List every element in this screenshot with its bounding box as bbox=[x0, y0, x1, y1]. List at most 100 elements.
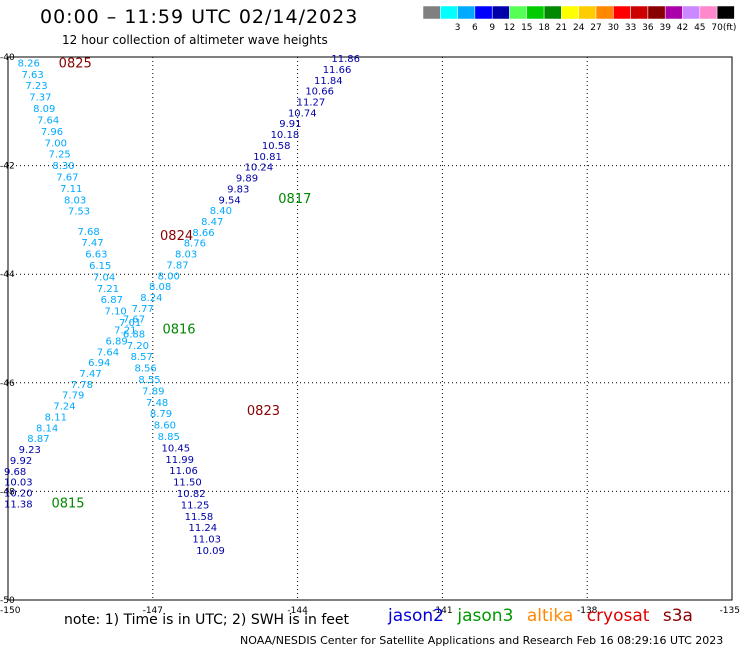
color-scale-label: 30 bbox=[608, 23, 620, 33]
color-scale-label: 18 bbox=[538, 23, 550, 33]
wave-height-label: 11.99 bbox=[165, 455, 194, 466]
y-tick-label: -40 bbox=[0, 53, 15, 63]
wave-height-label: 8.55 bbox=[138, 375, 160, 386]
time-label: 0823 bbox=[247, 404, 280, 419]
color-scale-swatch bbox=[613, 5, 631, 20]
wave-height-label: 9.83 bbox=[227, 184, 249, 195]
x-tick-label: -138 bbox=[577, 606, 598, 616]
wave-height-label: 7.21 bbox=[97, 284, 119, 295]
wave-height-label: 8.11 bbox=[45, 412, 67, 423]
wave-height-label: 7.87 bbox=[166, 260, 188, 271]
wave-height-label: 7.47 bbox=[81, 238, 103, 249]
wave-height-label: 10.45 bbox=[161, 443, 190, 454]
wave-height-label: 10.20 bbox=[4, 488, 33, 499]
wave-height-label: 7.20 bbox=[127, 341, 149, 352]
color-scale-label: 70 bbox=[711, 23, 723, 33]
wave-height-label: 11.38 bbox=[4, 499, 33, 510]
wave-height-label: 8.47 bbox=[201, 217, 223, 228]
color-scale-label: 27 bbox=[590, 23, 601, 33]
x-tick-label: -147 bbox=[143, 606, 163, 616]
color-scale-swatch bbox=[578, 5, 597, 20]
wave-height-label: 7.25 bbox=[49, 150, 71, 161]
wave-height-label: 8.09 bbox=[33, 104, 55, 115]
color-scale-label: 33 bbox=[625, 23, 636, 33]
wave-height-label: 9.89 bbox=[236, 174, 258, 185]
page-title: 00:00 – 11:59 UTC 02/14/2023 bbox=[40, 6, 359, 28]
wave-height-label: 7.23 bbox=[25, 81, 47, 92]
wave-height-label: 8.79 bbox=[150, 409, 172, 420]
wave-height-label: 7.48 bbox=[146, 398, 168, 409]
time-label: 0817 bbox=[278, 192, 311, 207]
wave-height-label: 6.94 bbox=[88, 358, 110, 369]
wave-height-label: 7.78 bbox=[71, 380, 93, 391]
color-scale-swatch bbox=[716, 5, 735, 20]
wave-height-label: 10.24 bbox=[245, 163, 274, 174]
color-scale-swatch bbox=[543, 5, 562, 20]
wave-height-label: 7.37 bbox=[29, 93, 51, 104]
wave-height-label: 11.24 bbox=[189, 523, 218, 534]
wave-height-label: 10.82 bbox=[177, 489, 206, 500]
color-scale-units: (ft) bbox=[723, 23, 737, 33]
color-scale-swatch bbox=[630, 5, 649, 20]
wave-height-label: 8.24 bbox=[140, 293, 162, 304]
wave-height-label: 11.58 bbox=[185, 512, 214, 523]
color-scale-swatch bbox=[647, 5, 666, 20]
wave-height-label: 7.64 bbox=[97, 347, 119, 358]
color-scale-swatch bbox=[474, 5, 493, 20]
wave-height-label: 6.87 bbox=[101, 295, 123, 306]
wave-height-label: 7.47 bbox=[79, 369, 101, 380]
color-scale-label: 42 bbox=[677, 23, 688, 33]
wave-height-label: 7.68 bbox=[78, 227, 100, 238]
wave-height-label: 7.77 bbox=[132, 304, 154, 315]
wave-height-label: 9.54 bbox=[218, 195, 240, 206]
time-label: 0816 bbox=[162, 323, 195, 338]
color-scale-swatch bbox=[699, 5, 718, 20]
wave-height-label: 7.21 bbox=[114, 326, 136, 337]
wave-height-label: 10.58 bbox=[262, 141, 291, 152]
wave-height-label: 7.67 bbox=[56, 172, 78, 183]
wave-height-label: 8.85 bbox=[158, 432, 180, 443]
wave-height-label: 7.11 bbox=[60, 184, 82, 195]
wave-height-label: 8.66 bbox=[192, 228, 214, 239]
wave-height-label: 9.68 bbox=[4, 467, 26, 478]
color-scale-label: 3 bbox=[455, 23, 461, 33]
y-tick-label: -50 bbox=[0, 596, 15, 606]
wave-height-label: 9.91 bbox=[279, 119, 301, 130]
wave-height-label: 8.03 bbox=[64, 195, 86, 206]
wave-height-label: 7.67 bbox=[123, 315, 145, 326]
wave-height-label: 10.03 bbox=[4, 478, 33, 489]
wave-height-label: 10.09 bbox=[196, 546, 225, 557]
satellite-label-jason2: jason2 bbox=[388, 606, 444, 626]
wave-height-label: 7.53 bbox=[68, 207, 90, 218]
color-scale-label: 9 bbox=[489, 23, 495, 33]
y-tick-label: -46 bbox=[0, 379, 15, 389]
wave-height-label: 11.03 bbox=[192, 535, 221, 546]
color-scale-swatch bbox=[422, 5, 441, 20]
wave-height-label: 8.57 bbox=[131, 352, 153, 363]
wave-height-label: 11.84 bbox=[314, 76, 343, 87]
x-tick-label: -150 bbox=[0, 606, 21, 616]
wave-height-label: 11.86 bbox=[331, 54, 360, 65]
satellite-label-jason3: jason3 bbox=[457, 606, 514, 626]
wave-height-label: 10.81 bbox=[253, 152, 282, 163]
wave-height-label: 6.15 bbox=[89, 261, 111, 272]
color-scale-swatch bbox=[561, 5, 579, 20]
credit-line: NOAA/NESDIS Center for Satellite Applica… bbox=[240, 634, 724, 647]
wave-height-label: 7.24 bbox=[53, 402, 75, 413]
wave-height-label: 6.63 bbox=[85, 250, 107, 261]
wave-height-label: 8.76 bbox=[184, 239, 206, 250]
wave-height-label: 10.18 bbox=[271, 130, 300, 141]
y-tick-label: -48 bbox=[0, 487, 15, 497]
wave-height-label: 10.66 bbox=[305, 87, 334, 98]
wave-height-label: 7.64 bbox=[37, 115, 59, 126]
wave-height-label: 11.66 bbox=[323, 65, 352, 76]
wave-height-label: 10.74 bbox=[288, 108, 317, 119]
footer-note: note: 1) Time is in UTC; 2) SWH is in fe… bbox=[64, 612, 350, 628]
color-scale-label: 36 bbox=[642, 23, 654, 33]
color-scale-swatch bbox=[491, 5, 510, 20]
color-scale-swatch bbox=[457, 5, 476, 20]
color-scale-swatch bbox=[595, 5, 614, 20]
plot-frame bbox=[7, 56, 733, 601]
wave-height-label: 8.14 bbox=[36, 423, 58, 434]
